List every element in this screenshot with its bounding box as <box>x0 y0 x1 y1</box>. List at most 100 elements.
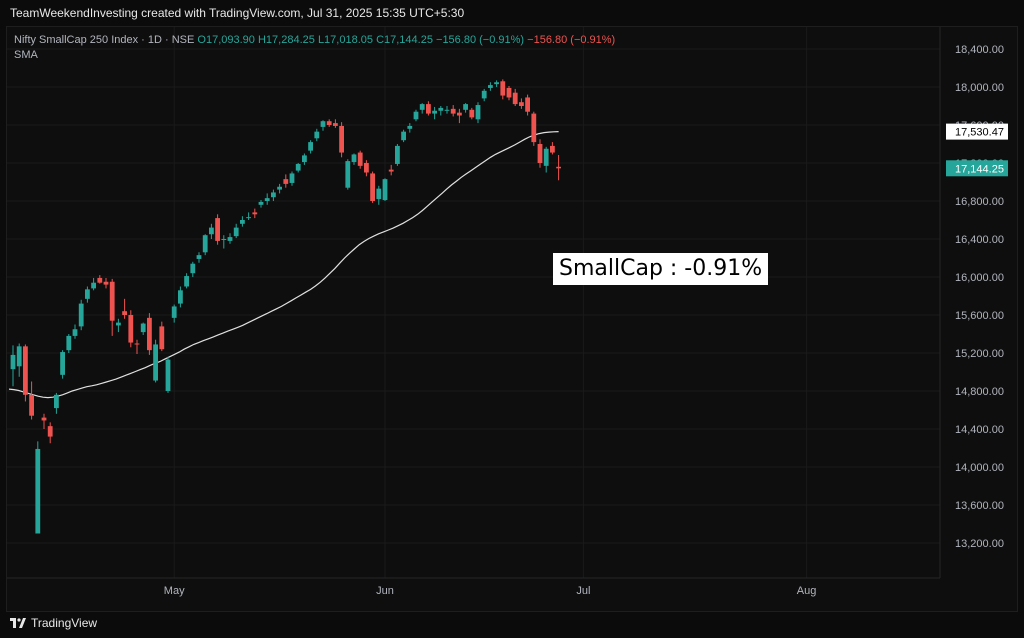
sma-layer <box>8 131 559 399</box>
y-tick-label: 14,400.00 <box>955 424 1004 436</box>
x-tick-label: Jul <box>576 585 590 597</box>
candle <box>122 298 127 319</box>
candle <box>277 183 282 194</box>
low-value: L17,018.05 <box>317 34 373 46</box>
candle <box>264 193 270 205</box>
candle-body <box>320 121 326 127</box>
candle <box>153 339 158 383</box>
candle <box>314 128 320 142</box>
candle-body <box>450 108 456 114</box>
candle <box>252 208 258 219</box>
candle-body <box>171 306 177 318</box>
price-label-text: 17,144.25 <box>955 163 1004 175</box>
candle-body <box>345 161 351 188</box>
candle-body <box>85 289 90 299</box>
candle-body <box>488 85 493 88</box>
candle <box>165 356 171 393</box>
x-tick-label: Aug <box>797 585 817 597</box>
candle <box>302 153 307 165</box>
candle <box>116 318 121 333</box>
candle <box>457 108 462 124</box>
candle <box>506 86 512 101</box>
candle <box>66 334 72 353</box>
candle <box>407 123 413 133</box>
candle <box>450 105 456 117</box>
candle-body <box>413 111 419 120</box>
candle-body <box>283 179 289 184</box>
candle <box>140 322 146 335</box>
candle <box>419 103 425 114</box>
candle-body <box>333 123 338 126</box>
candle <box>525 94 530 116</box>
candle <box>227 233 233 244</box>
candle-body <box>469 109 475 118</box>
candle <box>339 122 344 158</box>
candle <box>190 261 196 277</box>
candle <box>233 223 239 239</box>
candle <box>494 80 499 87</box>
candlestick-chart[interactable]: 13,200.00 13,600.00 14,000.00 14,400.00 14,8… <box>0 0 1024 612</box>
candle <box>537 139 543 168</box>
candle <box>159 321 165 352</box>
candle <box>432 106 437 120</box>
candle <box>481 88 487 102</box>
candle-body <box>407 125 413 129</box>
candle-body <box>66 335 72 351</box>
candle <box>326 119 332 127</box>
candle-body <box>308 142 313 151</box>
candle <box>463 103 468 113</box>
tradingview-logo[interactable]: TradingView <box>10 616 97 630</box>
chart-legend[interactable]: Nifty SmallCap 250 Index · 1D · NSE O17,… <box>14 34 616 61</box>
candle-body <box>289 173 295 183</box>
sma-indicator-label[interactable]: SMA <box>14 49 38 61</box>
price-label-text: 17,530.47 <box>955 127 1004 139</box>
candle-body <box>357 152 363 166</box>
candle <box>47 422 53 444</box>
candle-body <box>16 346 22 367</box>
y-tick-label: 16,000.00 <box>955 272 1004 284</box>
candle-body <box>147 317 152 351</box>
candle <box>221 235 227 249</box>
candle-body <box>134 343 140 345</box>
candle-body <box>140 323 146 333</box>
candle <box>78 299 84 331</box>
candle-body <box>314 131 320 139</box>
candle <box>364 160 369 177</box>
candle-body <box>277 186 282 190</box>
candle <box>388 164 394 176</box>
candle-body <box>246 217 251 219</box>
candle <box>488 82 493 91</box>
candle-body <box>419 104 425 110</box>
candle <box>357 150 363 169</box>
candle <box>97 275 103 284</box>
candle-body <box>519 102 524 106</box>
annotation-box: SmallCap : -0.91% <box>553 253 769 285</box>
candle <box>556 155 561 181</box>
y-tick-label: 18,400.00 <box>955 44 1004 56</box>
change-value-2: −156.80 (−0.91%) <box>527 34 616 46</box>
price-label-bg <box>946 123 1008 140</box>
candle <box>500 79 506 100</box>
candle <box>196 252 202 263</box>
last-price-label: 17,144.25 <box>946 160 1008 177</box>
candle-body <box>432 110 437 114</box>
candle <box>215 214 220 245</box>
candle <box>91 277 96 291</box>
candle <box>519 98 524 109</box>
candle <box>271 189 276 201</box>
candle <box>333 119 338 128</box>
candle-body <box>550 145 555 153</box>
candle-body <box>221 239 227 240</box>
candle-body <box>326 121 332 125</box>
candle-body <box>370 173 375 201</box>
candle <box>512 88 518 106</box>
candle-body <box>190 263 196 274</box>
candle <box>29 381 34 420</box>
candle <box>351 153 357 165</box>
candle <box>376 185 382 205</box>
candle-body <box>252 212 258 215</box>
candle-body <box>159 326 165 350</box>
candle <box>444 106 450 114</box>
candle <box>16 343 22 377</box>
candle <box>258 200 264 208</box>
